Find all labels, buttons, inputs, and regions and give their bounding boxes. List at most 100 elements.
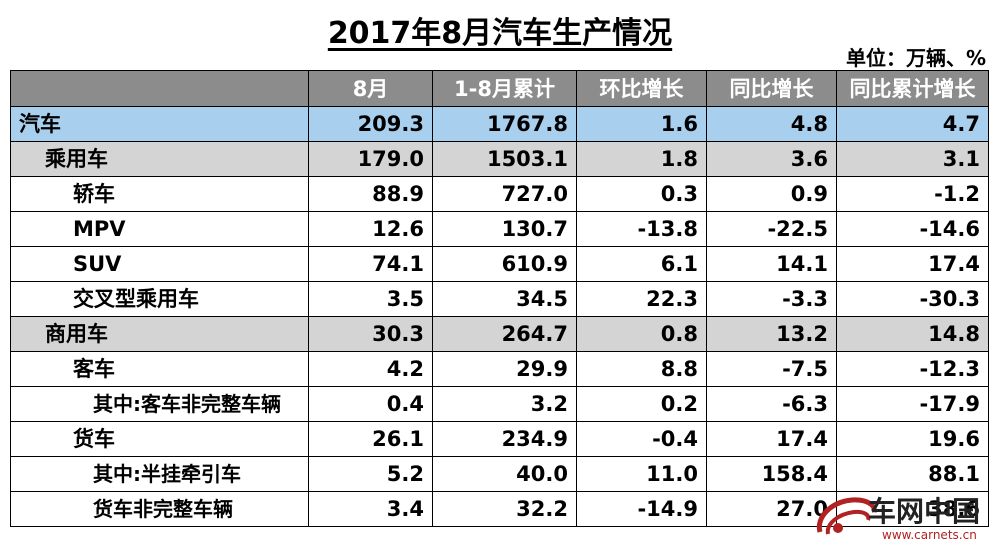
row-value-cell: 40.0 [432, 456, 577, 492]
page-title: 2017年8月汽车生产情况 [0, 8, 1000, 52]
row-value-cell: -14.6 [836, 211, 989, 247]
row-value-cell: 34.5 [432, 281, 577, 317]
table-row: 商用车 30.3 264.7 0.8 13.2 14.8 [10, 316, 989, 352]
row-value-cell: -0.4 [576, 421, 707, 457]
row-value-cell: 19.6 [836, 421, 989, 457]
row-value-cell: 234.9 [432, 421, 577, 457]
row-value-cell: -17.9 [836, 386, 989, 422]
row-value-cell: -7.5 [706, 351, 837, 387]
row-value-cell: 1767.8 [432, 106, 577, 142]
row-category-cell: 交叉型乘用车 [10, 281, 309, 317]
row-category-cell: 乘用车 [10, 141, 309, 177]
row-value-cell: -22.5 [706, 211, 837, 247]
row-value-cell: 3.2 [432, 386, 577, 422]
row-value-cell: 610.9 [432, 246, 577, 282]
row-value-cell: 14.1 [706, 246, 837, 282]
row-value-cell: 26.1 [308, 421, 433, 457]
row-value-cell: 0.2 [576, 386, 707, 422]
row-value-cell: -14.9 [576, 491, 707, 527]
row-value-cell: 1.8 [576, 141, 707, 177]
table-row: 货车 26.1 234.9 -0.4 17.4 19.6 [10, 421, 989, 457]
row-value-cell: 17.4 [706, 421, 837, 457]
row-category-cell: MPV [10, 211, 309, 247]
header-cell-1: 8月 [308, 70, 433, 107]
table-row: 货车非完整车辆 3.4 32.2 -14.9 27.0 38.6 [10, 491, 989, 527]
row-value-cell: 0.8 [576, 316, 707, 352]
row-category-cell: 商用车 [10, 316, 309, 352]
watermark: 车网中国 www.carnets.cn [812, 488, 1000, 546]
table-row: 乘用车 179.0 1503.1 1.8 3.6 3.1 [10, 141, 989, 177]
row-value-cell: 158.4 [706, 456, 837, 492]
page-title-text: 2017年8月汽车生产情况 [327, 16, 673, 51]
row-category-cell: 其中:半挂牵引车 [10, 456, 309, 492]
row-value-cell: 32.2 [432, 491, 577, 527]
row-value-cell: 1503.1 [432, 141, 577, 177]
row-value-cell: -13.8 [576, 211, 707, 247]
row-value-cell: 179.0 [308, 141, 433, 177]
row-value-cell: 13.2 [706, 316, 837, 352]
row-value-cell: 8.8 [576, 351, 707, 387]
row-value-cell: 0.3 [576, 176, 707, 212]
table-row: 汽车 209.3 1767.8 1.6 4.8 4.7 [10, 106, 989, 142]
header-cell-3: 环比增长 [576, 70, 707, 107]
row-value-cell: 0.4 [308, 386, 433, 422]
header-cell-4: 同比增长 [706, 70, 837, 107]
row-value-cell: 4.2 [308, 351, 433, 387]
row-value-cell: 4.8 [706, 106, 837, 142]
row-value-cell: 27.0 [706, 491, 837, 527]
row-value-cell: 3.4 [308, 491, 433, 527]
row-category-cell: 货车 [10, 421, 309, 457]
row-category-cell: SUV [10, 246, 309, 282]
unit-label: 单位：万辆、% [845, 46, 986, 70]
table-row: SUV 74.1 610.9 6.1 14.1 17.4 [10, 246, 989, 282]
header-cell-2: 1-8月累计 [432, 70, 577, 107]
table-row: 轿车 88.9 727.0 0.3 0.9 -1.2 [10, 176, 989, 212]
row-value-cell: 14.8 [836, 316, 989, 352]
table-row: 其中:客车非完整车辆 0.4 3.2 0.2 -6.3 -17.9 [10, 386, 989, 422]
row-value-cell: -6.3 [706, 386, 837, 422]
table-body: 汽车 209.3 1767.8 1.6 4.8 4.7 乘用车 179.0 1503.1 1.8 3… [10, 106, 989, 527]
row-category-cell: 汽车 [10, 106, 309, 142]
row-value-cell: -3.3 [706, 281, 837, 317]
row-value-cell: 209.3 [308, 106, 433, 142]
row-value-cell: 11.0 [576, 456, 707, 492]
row-value-cell: 74.1 [308, 246, 433, 282]
row-category-cell: 客车 [10, 351, 309, 387]
table-row: 其中:半挂牵引车 5.2 40.0 11.0 158.4 88.1 [10, 456, 989, 492]
table-row: MPV 12.6 130.7 -13.8 -22.5 -14.6 [10, 211, 989, 247]
table-row: 客车 4.2 29.9 8.8 -7.5 -12.3 [10, 351, 989, 387]
row-value-cell: -1.2 [836, 176, 989, 212]
row-value-cell: 4.7 [836, 106, 989, 142]
header-cell-category [10, 70, 309, 107]
row-value-cell: 130.7 [432, 211, 577, 247]
row-value-cell: 3.6 [706, 141, 837, 177]
row-value-cell: -12.3 [836, 351, 989, 387]
car-logo-icon [816, 497, 877, 535]
row-value-cell: 3.1 [836, 141, 989, 177]
row-value-cell: 6.1 [576, 246, 707, 282]
table-row: 交叉型乘用车 3.5 34.5 22.3 -3.3 -30.3 [10, 281, 989, 317]
row-value-cell: 1.6 [576, 106, 707, 142]
watermark-url: www.carnets.cn [882, 528, 977, 542]
row-category-cell: 货车非完整车辆 [10, 491, 309, 527]
row-category-cell: 轿车 [10, 176, 309, 212]
row-value-cell: 264.7 [432, 316, 577, 352]
row-value-cell: 38.6 [836, 491, 989, 527]
row-value-cell: -30.3 [836, 281, 989, 317]
row-value-cell: 88.9 [308, 176, 433, 212]
row-value-cell: 22.3 [576, 281, 707, 317]
row-value-cell: 88.1 [836, 456, 989, 492]
row-value-cell: 12.6 [308, 211, 433, 247]
row-value-cell: 17.4 [836, 246, 989, 282]
row-value-cell: 0.9 [706, 176, 837, 212]
row-value-cell: 29.9 [432, 351, 577, 387]
production-table: 8月 1-8月累计 环比增长 同比增长 同比累计增长 汽车 209.3 1767.8 1.6 4… [10, 70, 989, 527]
watermark-text: 车网中国 [868, 495, 981, 528]
row-value-cell: 3.5 [308, 281, 433, 317]
row-value-cell: 727.0 [432, 176, 577, 212]
header-cell-5: 同比累计增长 [836, 70, 989, 107]
row-category-cell: 其中:客车非完整车辆 [10, 386, 309, 422]
row-value-cell: 30.3 [308, 316, 433, 352]
row-value-cell: 5.2 [308, 456, 433, 492]
table-header-row: 8月 1-8月累计 环比增长 同比增长 同比累计增长 [10, 70, 989, 107]
